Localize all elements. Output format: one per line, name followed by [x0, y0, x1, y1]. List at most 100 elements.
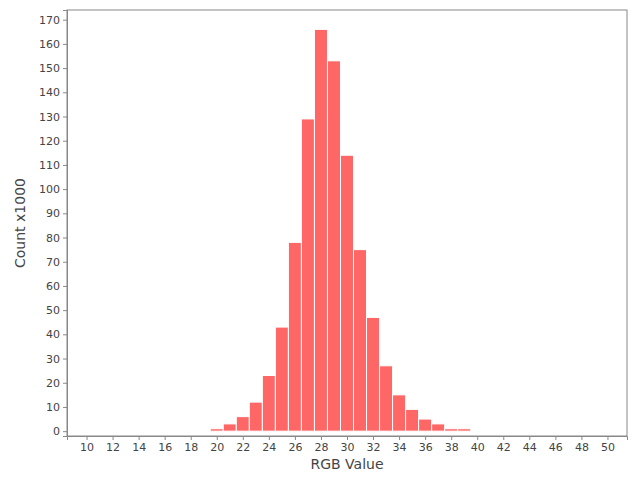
- y-tick-mark: [63, 359, 67, 360]
- x-tick: 18: [184, 436, 198, 454]
- x-tick-mark: [373, 436, 374, 440]
- x-tick-mark: [217, 436, 218, 440]
- x-tick: 48: [575, 436, 589, 454]
- x-tick: 12: [106, 436, 120, 454]
- x-tick-mark: [477, 436, 478, 440]
- y-tick-label: 170: [39, 14, 60, 27]
- y-tick-mark: [63, 20, 67, 21]
- bar: [445, 429, 458, 431]
- plot: 1012141618202224262830323436384042444648…: [39, 10, 628, 454]
- y-tick: 130: [39, 111, 67, 124]
- y-tick-mark: [63, 334, 67, 335]
- y-tick: 70: [46, 256, 67, 269]
- y-tick-label: 90: [46, 207, 60, 220]
- x-tick-mark: [165, 436, 166, 440]
- bar: [340, 155, 353, 431]
- y-tick-mark: [63, 165, 67, 166]
- x-tick-mark: [113, 436, 114, 440]
- plot-background: [67, 10, 627, 436]
- y-tick-mark: [63, 431, 67, 432]
- bar: [393, 395, 406, 431]
- y-tick: 50: [46, 304, 67, 317]
- y-tick: 140: [39, 86, 67, 99]
- x-tick-label: 38: [445, 441, 459, 454]
- y-tick-mark: [63, 68, 67, 69]
- y-tick: 160: [39, 38, 67, 51]
- x-tick: 14: [132, 436, 146, 454]
- x-tick-label: 32: [367, 441, 381, 454]
- bar: [301, 119, 314, 431]
- bar: [419, 419, 432, 431]
- x-tick: 16: [158, 436, 172, 454]
- y-tick: 100: [39, 183, 67, 196]
- x-tick-label: 24: [262, 441, 276, 454]
- x-tick-label: 14: [132, 441, 146, 454]
- y-tick-label: 40: [46, 328, 60, 341]
- bar: [249, 402, 262, 431]
- x-tick: 42: [497, 436, 511, 454]
- x-tick-label: 18: [184, 441, 198, 454]
- y-tick-label: 80: [46, 232, 60, 245]
- x-tick-label: 40: [471, 441, 485, 454]
- y-tick-mark: [63, 117, 67, 118]
- y-tick-label: 150: [39, 62, 60, 75]
- y-axis-title: Count x1000: [12, 178, 28, 268]
- y-tick-mark: [63, 262, 67, 263]
- x-tick-mark: [503, 436, 504, 440]
- x-tick-mark: [295, 436, 296, 440]
- x-tick-label: 46: [549, 441, 563, 454]
- x-tick-mark: [425, 436, 426, 440]
- chart: 1012141618202224262830323436384042444648…: [0, 0, 640, 480]
- bar: [275, 327, 288, 431]
- x-tick-mark: [607, 436, 608, 440]
- x-tick-label: 28: [314, 441, 328, 454]
- x-tick-mark: [529, 436, 530, 440]
- y-tick-label: 160: [39, 38, 60, 51]
- x-tick-label: 20: [210, 441, 224, 454]
- x-tick-mark: [555, 436, 556, 440]
- x-tick: 20: [210, 436, 224, 454]
- bar: [367, 317, 380, 431]
- y-tick-mark: [63, 310, 67, 311]
- y-tick-mark: [63, 92, 67, 93]
- y-tick: 20: [46, 377, 67, 390]
- y-tick: 40: [46, 328, 67, 341]
- y-tick: 10: [46, 401, 67, 414]
- x-tick: 38: [445, 436, 459, 454]
- y-tick: 170: [39, 14, 67, 27]
- bar: [327, 61, 340, 431]
- x-tick-mark: [581, 436, 582, 440]
- bar: [288, 242, 301, 431]
- y-tick-mark: [63, 213, 67, 214]
- y-tick-label: 50: [46, 304, 60, 317]
- x-tick: 50: [601, 436, 615, 454]
- y-tick-label: 140: [39, 86, 60, 99]
- y-tick-label: 0: [53, 425, 60, 438]
- bar: [236, 417, 249, 432]
- x-tick-label: 34: [393, 441, 407, 454]
- x-tick-label: 50: [601, 441, 615, 454]
- y-tick: 150: [39, 62, 67, 75]
- x-tick-mark: [451, 436, 452, 440]
- y-tick-label: 60: [46, 280, 60, 293]
- x-tick-label: 12: [106, 441, 120, 454]
- x-tick-label: 44: [523, 441, 537, 454]
- y-tick: 90: [46, 207, 67, 220]
- y-tick-mark: [63, 44, 67, 45]
- y-tick: 110: [39, 159, 67, 172]
- x-tick-label: 42: [497, 441, 511, 454]
- y-axis: 0 10 20 30 40 50 60 70 80 90 100 110 120 130 140 150 160…: [39, 11, 68, 439]
- x-tick-label: 16: [158, 441, 172, 454]
- x-tick: 28: [314, 436, 328, 454]
- y-tick-label: 130: [39, 111, 60, 124]
- bar: [262, 375, 275, 431]
- y-tick-label: 20: [46, 377, 60, 390]
- bar: [210, 429, 223, 431]
- x-axis-line: [68, 437, 628, 441]
- y-axis-line: [63, 11, 68, 437]
- y-tick-label: 120: [39, 135, 60, 148]
- x-tick: 40: [471, 436, 485, 454]
- x-tick-mark: [191, 436, 192, 440]
- y-tick-label: 110: [39, 159, 60, 172]
- y-tick-label: 30: [46, 353, 60, 366]
